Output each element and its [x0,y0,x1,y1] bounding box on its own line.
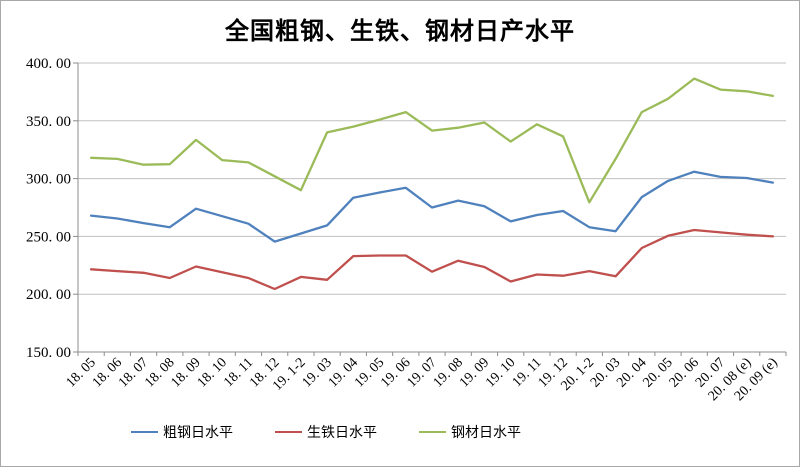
series-line-0 [89,170,775,243]
legend-item-0: 粗钢日水平 [131,422,233,442]
x-tick-label: 18. 10 [195,355,230,390]
x-tick-label: 19. 08 [431,355,466,390]
x-tick-label: 19. 05 [352,355,387,390]
y-tick-label: 150. 00 [26,345,71,361]
legend-label: 钢材日水平 [451,426,521,441]
x-tick-label: 20. 03 [588,355,623,390]
series-line-1 [89,228,775,291]
x-tick-label: 19. 10 [483,355,518,390]
y-tick-label: 350. 00 [26,114,71,130]
chart-title: 全国粗钢、生铁、钢材日产水平 [225,19,575,45]
y-tick-label: 400. 00 [26,56,71,72]
legend-label: 生铁日水平 [307,426,377,441]
legend-swatch [131,431,158,433]
x-tick-label: 19. 06 [378,355,413,390]
x-tick-label: 18. 07 [116,355,151,390]
y-tick-label: 200. 00 [26,287,71,303]
legend-label: 粗钢日水平 [163,426,233,441]
x-tick-label: 19. 03 [300,355,335,390]
x-tick-label: 18. 09 [168,355,203,390]
legend-item-1: 生铁日水平 [275,422,377,442]
y-tick-label: 300. 00 [26,172,71,188]
x-tick-label: 20. 04 [614,355,649,390]
x-tick-label: 20. 05 [640,355,675,390]
series-line-2 [89,77,775,204]
legend-swatch [275,431,302,433]
x-tick-label: 18. 06 [90,355,125,390]
x-tick-label: 18. 08 [142,355,177,390]
legend-swatch [419,431,446,433]
x-tick-label: 19. 09 [457,355,492,390]
x-tick-label: 19. 07 [404,355,439,390]
y-tick-label: 250. 00 [26,229,71,245]
legend-item-2: 钢材日水平 [419,422,521,442]
x-tick-label: 19. 04 [326,355,361,390]
legend: 粗钢日水平 生铁日水平 钢材日水平 [131,422,521,442]
x-tick-label: 20. 06 [667,355,702,390]
